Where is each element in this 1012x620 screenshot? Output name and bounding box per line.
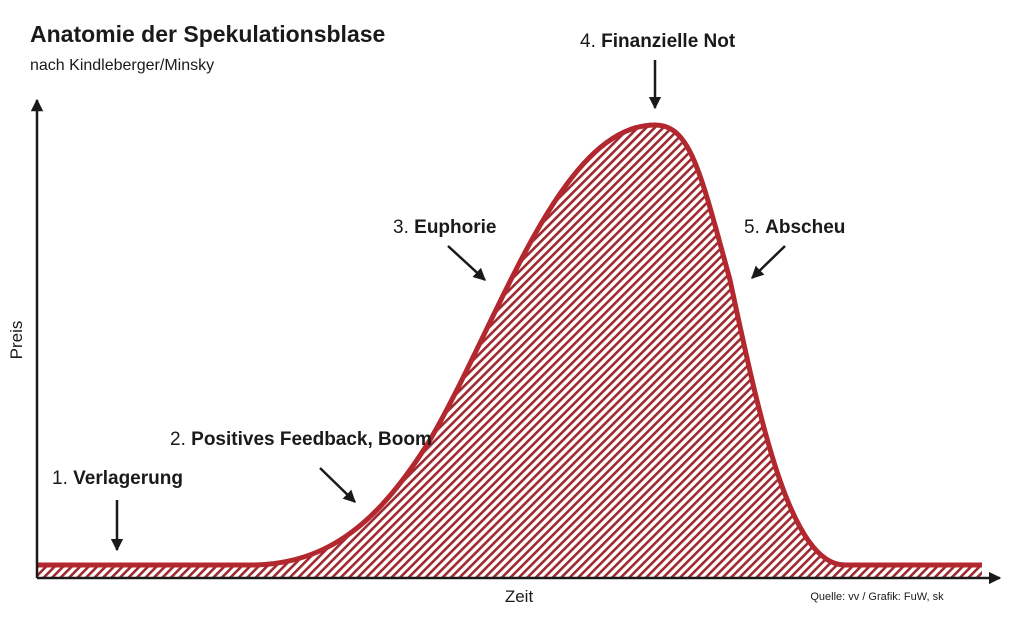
stage-name: Euphorie — [414, 217, 496, 238]
price-curve — [37, 122, 982, 568]
bubble-area — [37, 125, 982, 578]
stage-label: 4. Finanzielle Not — [580, 31, 736, 52]
stage-number: 3. — [393, 217, 409, 238]
title: Anatomie der Spekulationsblase — [30, 21, 385, 47]
stage-number: 1. — [52, 468, 68, 489]
stage-name: Positives Feedback, Boom — [191, 429, 432, 450]
stage-number: 4. — [580, 31, 596, 52]
stage-number: 5. — [744, 217, 760, 238]
stage-name: Abscheu — [765, 217, 845, 238]
y-axis-label: Preis — [7, 321, 26, 360]
subtitle: nach Kindleberger/Minsky — [30, 57, 214, 74]
stage-name: Finanzielle Not — [601, 31, 736, 52]
arrow — [319, 467, 356, 503]
x-axis-label: Zeit — [505, 587, 534, 606]
stage-number: 2. — [170, 429, 186, 450]
stage-label: 5. Abscheu — [744, 217, 845, 238]
stage-label: 2. Positives Feedback, Boom — [170, 429, 432, 450]
stage-label: 3. Euphorie — [393, 217, 496, 238]
arrow — [447, 245, 486, 281]
stage-label: 1. Verlagerung — [52, 468, 183, 489]
source: Quelle: vv / Grafik: FuW, sk — [810, 591, 944, 603]
stage-name: Verlagerung — [73, 468, 183, 489]
arrow — [751, 245, 786, 279]
